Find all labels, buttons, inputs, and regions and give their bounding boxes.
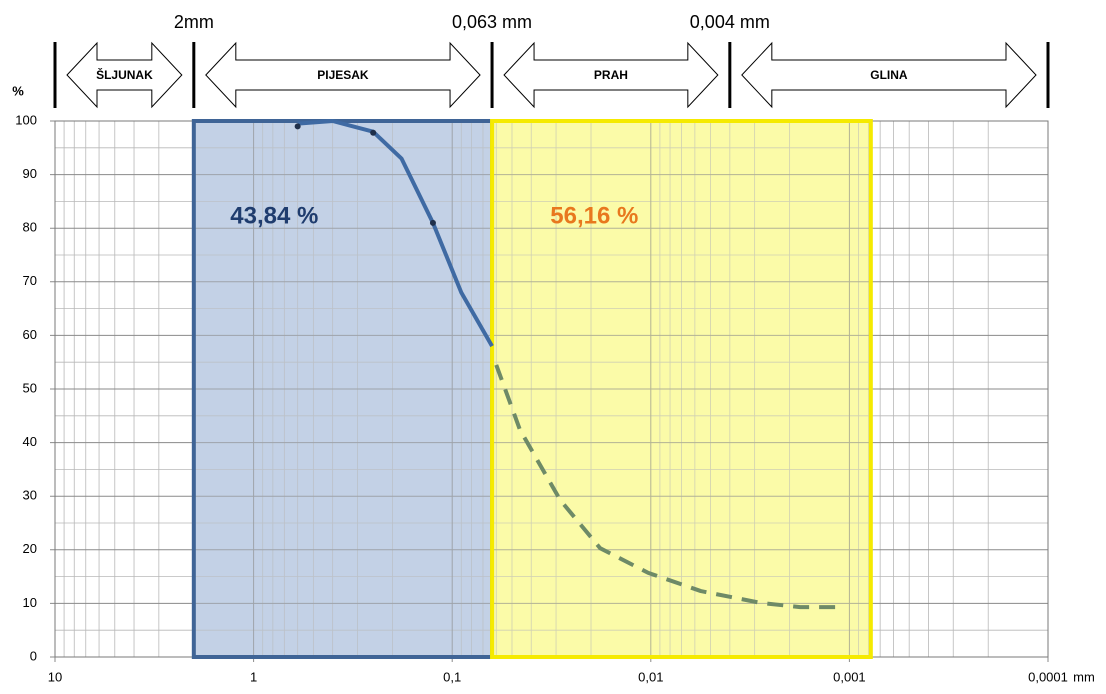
data-line <box>494 364 836 610</box>
zone-arrow <box>503 41 719 109</box>
x-tick-label: 0,001 <box>833 669 866 684</box>
data-point <box>294 123 301 130</box>
data-line <box>297 119 494 348</box>
y-axis-label: % <box>12 83 24 98</box>
y-tick-label: 10 <box>23 595 37 610</box>
boundary-label: 0,004 mm <box>690 12 770 32</box>
x-axis-label: mm <box>1073 669 1095 684</box>
zone-arrow <box>66 41 183 109</box>
zone-label: GLINA <box>870 68 908 82</box>
x-tick-label: 0,1 <box>443 669 461 684</box>
region-label: 43,84 % <box>230 202 318 229</box>
x-tick-label: 0,01 <box>638 669 663 684</box>
y-tick-label: 100 <box>15 112 37 127</box>
y-tick-label: 70 <box>23 273 37 288</box>
zone-label: PIJESAK <box>317 68 369 82</box>
region-outline <box>191 119 495 659</box>
x-tick-label: 10 <box>48 669 62 684</box>
zone-label: PRAH <box>594 68 628 82</box>
y-tick-label: 60 <box>23 327 37 342</box>
zone-label: ŠLJUNAK <box>96 67 153 82</box>
y-tick-label: 90 <box>23 166 37 181</box>
boundary-label: 2mm <box>174 12 214 32</box>
y-tick-label: 30 <box>23 488 37 503</box>
y-tick-label: 20 <box>23 541 37 556</box>
data-point <box>429 219 436 226</box>
data-point <box>370 129 377 136</box>
region-label: 56,16 % <box>550 202 638 229</box>
y-tick-label: 50 <box>23 380 37 395</box>
x-tick-label: 0,0001 <box>1028 669 1068 684</box>
zone-arrow <box>741 41 1037 109</box>
boundary-label: 0,063 mm <box>452 12 532 32</box>
y-tick-label: 80 <box>23 220 37 235</box>
x-tick-label: 1 <box>250 669 257 684</box>
y-tick-label: 0 <box>30 648 37 663</box>
zone-arrow <box>205 41 481 109</box>
region-outline <box>490 119 873 659</box>
y-tick-label: 40 <box>23 434 37 449</box>
